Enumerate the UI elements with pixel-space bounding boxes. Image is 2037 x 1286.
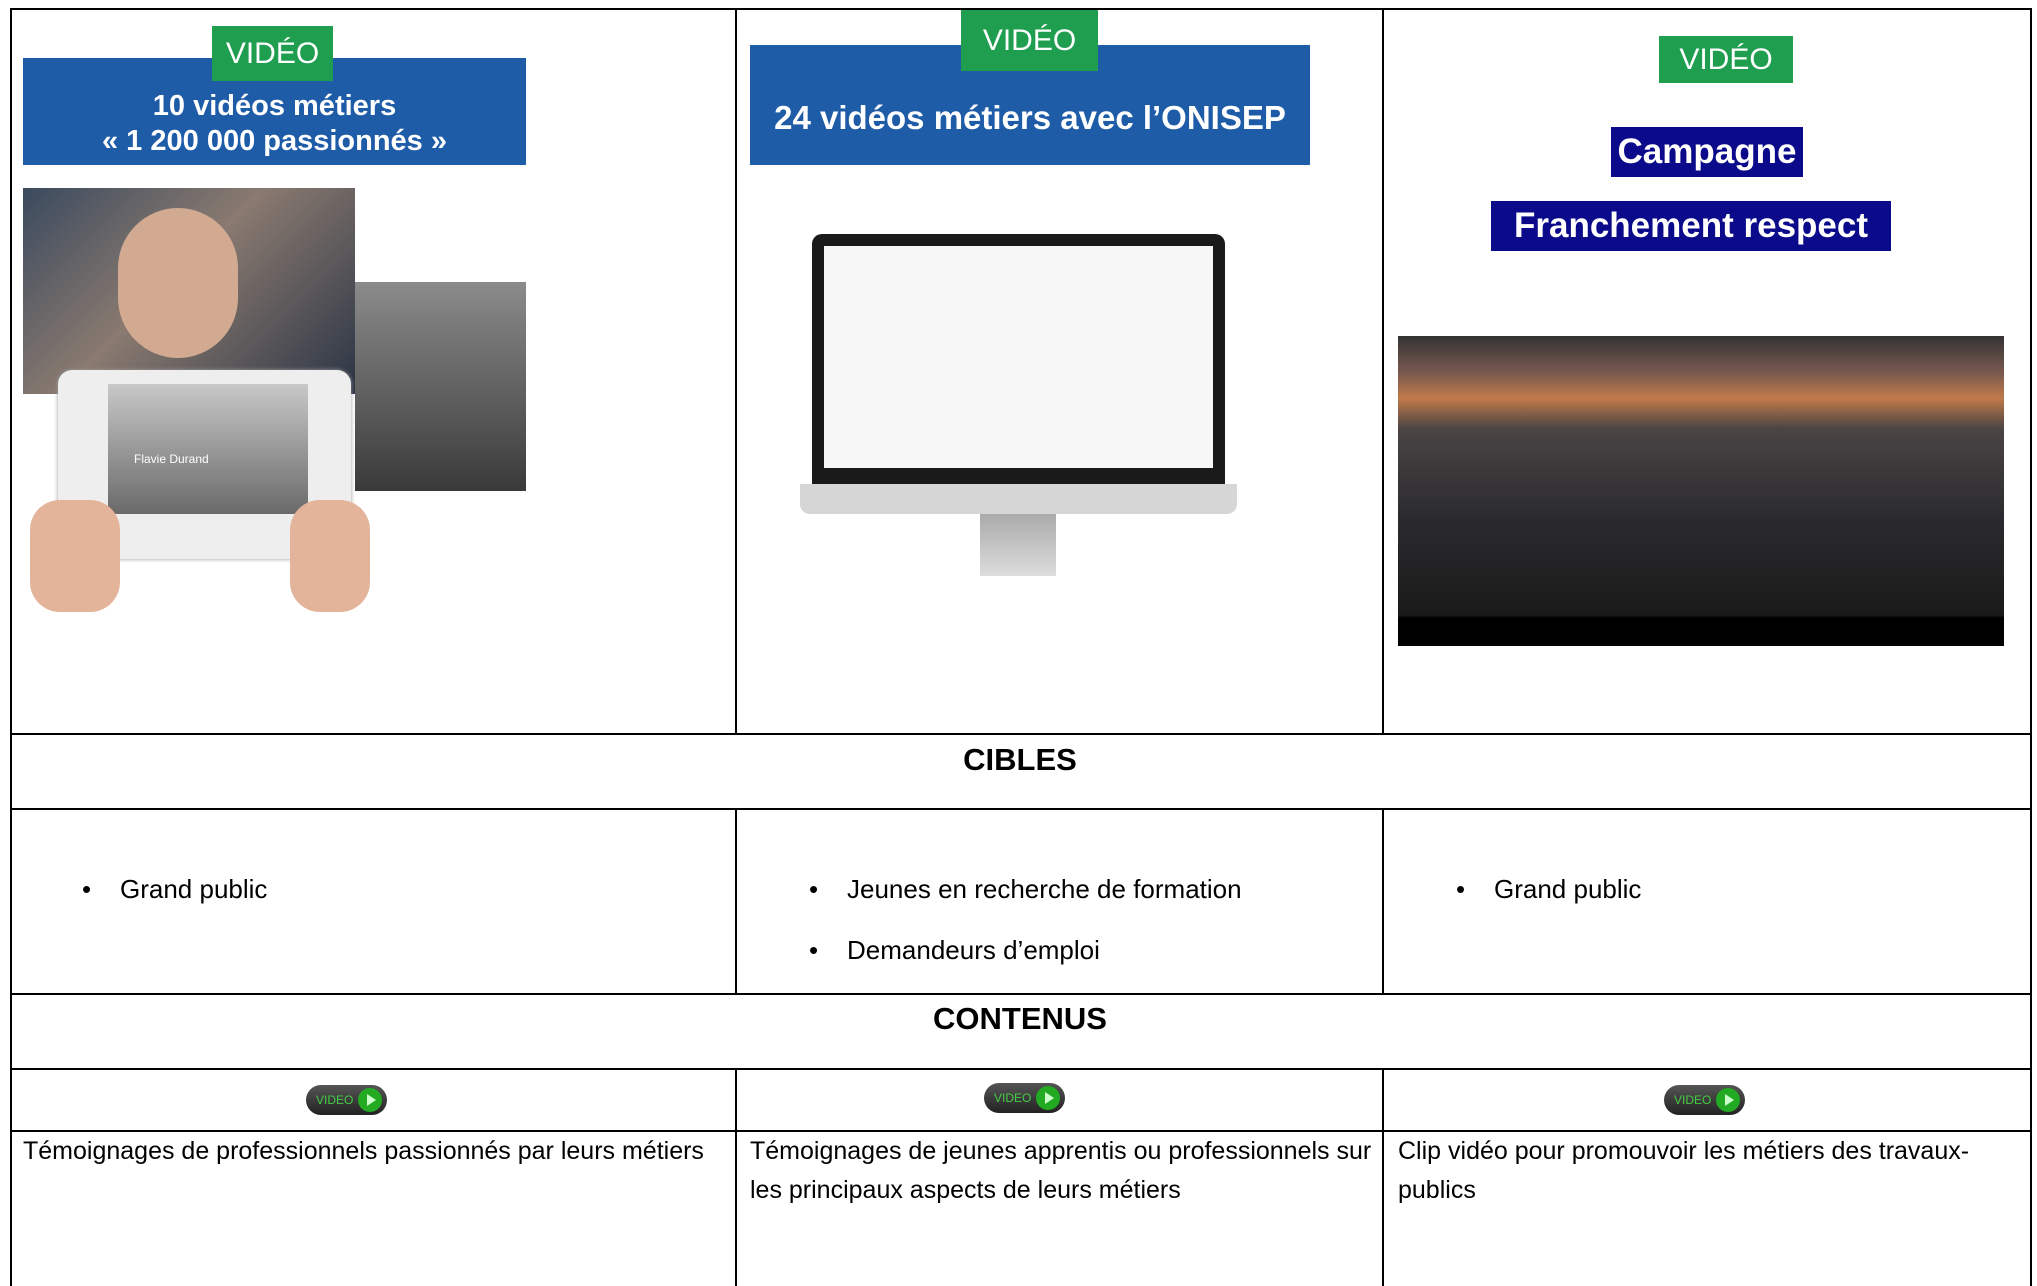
border xyxy=(10,1068,2032,1070)
description: Témoignages de jeunes apprentis ou profe… xyxy=(750,1137,1372,1204)
title-line: « 1 200 000 passionnés » xyxy=(102,125,447,157)
title-line: Franchement respect TP xyxy=(1491,201,1891,295)
photo xyxy=(23,188,355,394)
button-label: VIDEO xyxy=(994,1091,1032,1105)
monitor-screen xyxy=(824,246,1213,468)
border xyxy=(10,808,2032,810)
video-button[interactable]: VIDEO xyxy=(1664,1085,1745,1115)
title-banner: 24 vidéos métiers avec l’ONISEP xyxy=(750,45,1310,165)
description: Clip vidéo pour promouvoir les métiers d… xyxy=(1398,1137,1970,1204)
monitor xyxy=(812,234,1225,504)
border xyxy=(1382,1068,1384,1286)
video-button[interactable]: VIDEO xyxy=(306,1085,387,1115)
monitor-stand xyxy=(980,514,1056,576)
title-line: Campagne xyxy=(1611,127,1803,177)
badge: VIDÉO xyxy=(212,26,333,81)
border xyxy=(735,808,737,995)
bullet-item: Jeunes en recherche de formation xyxy=(809,874,1242,905)
face xyxy=(118,208,238,358)
badge: VIDÉO xyxy=(1659,36,1793,83)
hand xyxy=(30,500,120,612)
button-label: VIDEO xyxy=(1674,1093,1712,1107)
border xyxy=(1382,8,1384,735)
border xyxy=(1382,808,1384,995)
title-line: 10 vidéos métiers xyxy=(152,90,397,122)
hand xyxy=(290,500,370,612)
bullet-item: Grand public xyxy=(1456,874,1642,905)
monitor-chin xyxy=(800,484,1237,514)
border xyxy=(10,733,2032,735)
photo xyxy=(355,282,526,491)
play-icon xyxy=(358,1088,382,1112)
border xyxy=(10,1130,2032,1132)
button-label: VIDEO xyxy=(316,1093,354,1107)
video-button[interactable]: VIDEO xyxy=(984,1083,1065,1113)
section-title: CONTENUS xyxy=(933,1001,1107,1036)
video-still xyxy=(1398,336,2004,646)
play-icon xyxy=(1716,1088,1740,1112)
tablet-screen: Flavie Durand xyxy=(108,384,308,514)
border xyxy=(10,993,2032,995)
border xyxy=(10,8,12,1286)
border xyxy=(735,8,737,735)
bullet-item: Demandeurs d’emploi xyxy=(809,935,1100,966)
border xyxy=(735,1068,737,1286)
badge: VIDÉO xyxy=(961,10,1098,71)
overlay-text: Flavie Durand xyxy=(134,452,209,466)
play-icon xyxy=(1036,1086,1060,1110)
bullet-item: Grand public xyxy=(82,874,268,905)
description: Témoignages de professionnels passionnés… xyxy=(23,1137,704,1165)
section-title: CIBLES xyxy=(963,742,1077,777)
border xyxy=(10,8,2032,10)
border xyxy=(2030,8,2032,1286)
